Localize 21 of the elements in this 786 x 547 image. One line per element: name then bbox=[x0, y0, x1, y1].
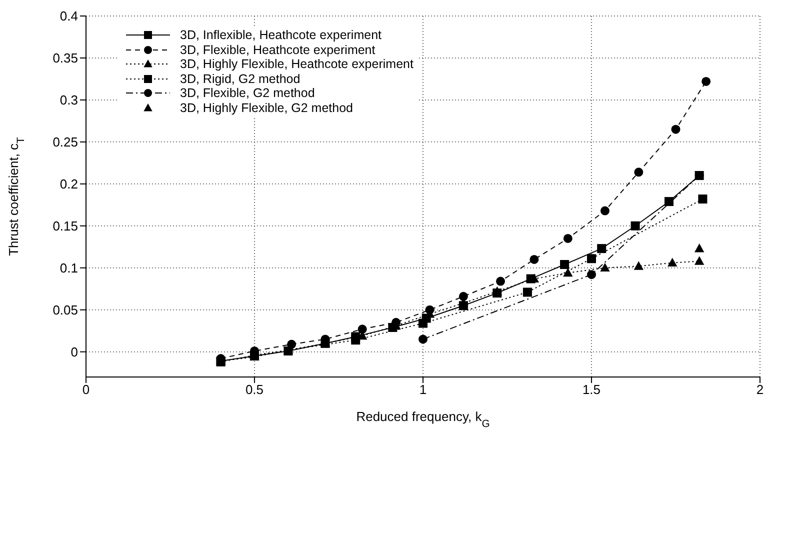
y-tick-label: 0.05 bbox=[52, 302, 78, 318]
x-tick-label: 0.5 bbox=[245, 382, 264, 398]
y-tick-label: 0.4 bbox=[60, 8, 78, 24]
y-tick-label: 0.1 bbox=[60, 260, 78, 276]
y-tick-label: 0.25 bbox=[52, 134, 78, 150]
x-tick-label: 2 bbox=[756, 382, 764, 398]
x-axis-title: Reduced frequency, k$_{G}$ bbox=[356, 409, 490, 430]
legend-label: 3D, Flexible, G2 method bbox=[180, 86, 315, 100]
y-tick-label: 0.15 bbox=[52, 218, 78, 234]
x-tick-label: 1.5 bbox=[582, 382, 601, 398]
y-tick-label: 0.3 bbox=[60, 92, 78, 108]
legend-label: 3D, Highly Flexible, Heathcote experiment bbox=[180, 57, 414, 72]
y-tick-label: 0 bbox=[70, 344, 78, 360]
legend-label: 3D, Flexible, Heathcote experiment bbox=[180, 42, 376, 57]
legend-label: 3D, Highly Flexible, G2 method bbox=[180, 100, 353, 115]
legend-label: 3D, Rigid, G2 method bbox=[180, 72, 300, 86]
x-tick-label: 1 bbox=[419, 382, 427, 398]
y-tick-label: 0.2 bbox=[60, 176, 78, 192]
legend-label: 3D, Inflexible, Heathcote experiment bbox=[180, 28, 382, 42]
x-tick-label: 0 bbox=[82, 382, 90, 398]
y-tick-label: 0.35 bbox=[52, 50, 78, 66]
